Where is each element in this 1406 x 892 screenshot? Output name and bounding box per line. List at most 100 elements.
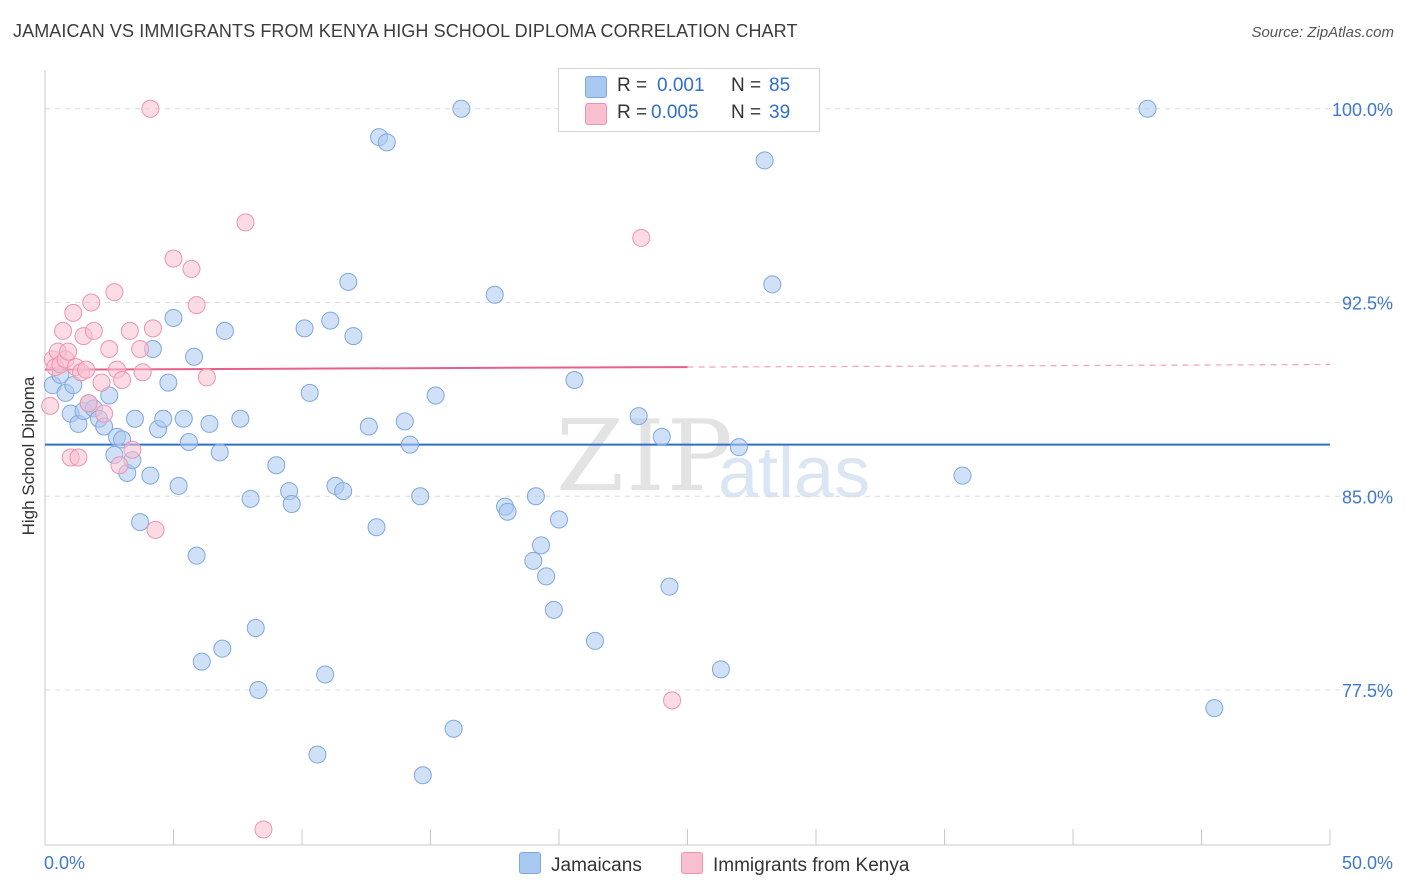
jamaicans-point [210, 443, 229, 462]
jamaicans-point [652, 427, 671, 446]
kenya-point [187, 296, 206, 315]
legend-r-value: 0.005 [651, 102, 699, 123]
jamaicans-point [321, 311, 340, 330]
kenya-point [164, 249, 183, 268]
jamaicans-point [192, 652, 211, 671]
kenya-point [254, 820, 273, 839]
jamaicans-point [125, 409, 144, 428]
jamaicans-point [300, 383, 319, 402]
kenya-point [64, 303, 83, 322]
jamaicans-point [411, 487, 430, 506]
jamaicans-point [267, 456, 286, 475]
legend-n-value: 85 [769, 75, 791, 96]
jamaicans-point [164, 309, 183, 327]
kenya-point [131, 340, 150, 358]
jamaicans-point [131, 513, 150, 532]
legend-r-value: 0.001 [657, 75, 705, 96]
jamaicans-point [395, 412, 414, 431]
data-points [41, 99, 1224, 839]
kenya-point [41, 396, 60, 415]
bottom-legend-kenya[interactable]: Immigrants from Kenya [681, 852, 909, 877]
bottom-legend-swatch-jamaicans [519, 852, 541, 874]
kenya-point [82, 293, 101, 312]
jamaicans-point [141, 466, 160, 485]
jamaicans-point [344, 327, 363, 346]
jamaicans-point [444, 719, 463, 738]
jamaicans-point [377, 133, 396, 152]
kenya-point [84, 321, 103, 340]
bottom-legend-jamaicans[interactable]: Jamaicans [519, 852, 642, 877]
jamaicans-point [565, 371, 584, 389]
jamaicans-point [334, 482, 353, 501]
jamaicans-point [185, 347, 204, 366]
legend-swatch-kenya [585, 103, 607, 125]
jamaicans-point [953, 466, 972, 485]
jamaicans-point [498, 502, 517, 521]
jamaicans-point [485, 285, 504, 304]
kenya-point [95, 404, 114, 423]
jamaicans-point [282, 495, 301, 513]
bottom-legend-swatch-kenya [681, 852, 703, 874]
jamaicans-point [532, 536, 551, 555]
legend-n-value: 39 [769, 102, 791, 123]
kenya-point [141, 99, 160, 118]
jamaicans-point [1138, 99, 1157, 118]
jamaicans-point [316, 665, 335, 684]
jamaicans-point [413, 766, 432, 785]
jamaicans-point [550, 510, 568, 529]
y-tick-label: 85.0% [1342, 487, 1393, 507]
kenya-point [663, 691, 682, 710]
legend-n-label: N = [731, 102, 762, 123]
jamaicans-point [629, 407, 648, 426]
jamaicans-point [215, 321, 234, 340]
tick-labels: 77.5% 85.0% 92.5% 100.0% 0.0% 50.0% [44, 100, 1393, 873]
jamaicans-point [1205, 699, 1224, 718]
jamaicans-point [241, 489, 260, 508]
kenya-point [120, 321, 139, 340]
jamaicans-point [174, 409, 193, 428]
kenya-point [59, 342, 78, 361]
chart-title: JAMAICAN VS IMMIGRANTS FROM KENYA HIGH S… [13, 21, 798, 41]
jamaicans-point [159, 373, 178, 392]
y-tick-label: 100.0% [1332, 100, 1393, 120]
jamaicans-point [524, 551, 543, 570]
kenya-point [197, 368, 216, 387]
jamaicans-point [537, 567, 556, 586]
jamaicans-point [295, 319, 314, 338]
jamaicans-point [213, 639, 232, 658]
kenya-point [236, 213, 255, 232]
grid-lines [45, 108, 1390, 691]
kenya-point [113, 371, 132, 389]
jamaicans-point [763, 275, 782, 294]
jamaicans-point [526, 487, 545, 506]
bottom-legend-label-kenya: Immigrants from Kenya [713, 855, 910, 876]
kenya-point [632, 228, 651, 247]
x-tick-label: 0.0% [44, 853, 85, 873]
axes [44, 70, 1331, 846]
legend-r-label: R = [617, 75, 648, 96]
correlation-legend: R = 0.001 N = 85 R = 0.005 N = 39 [558, 68, 820, 132]
kenya-point [100, 340, 119, 358]
y-tick-label: 77.5% [1342, 681, 1393, 701]
jamaicans-point [660, 577, 679, 596]
legend-swatch-jamaicans [585, 76, 607, 98]
jamaicans-point [169, 476, 188, 495]
jamaicans-point [426, 386, 445, 405]
jamaicans-point [249, 681, 268, 699]
kenya-point [123, 440, 142, 459]
bottom-legend-label-jamaicans: Jamaicans [551, 855, 642, 876]
legend-n-label: N = [731, 75, 762, 96]
kenya-point [143, 319, 162, 338]
legend-r-label: R = [617, 102, 648, 123]
kenya-trend-line [44, 366, 688, 371]
kenya-point [69, 448, 88, 467]
jamaicans-point [585, 631, 604, 650]
source-credit: Source: ZipAtlas.com [1251, 24, 1394, 41]
kenya-point [110, 456, 129, 475]
jamaicans-point [200, 414, 219, 433]
kenya-point [77, 360, 96, 379]
jamaicans-point [400, 435, 419, 454]
jamaicans-point [729, 438, 748, 457]
jamaicans-point [154, 409, 173, 428]
